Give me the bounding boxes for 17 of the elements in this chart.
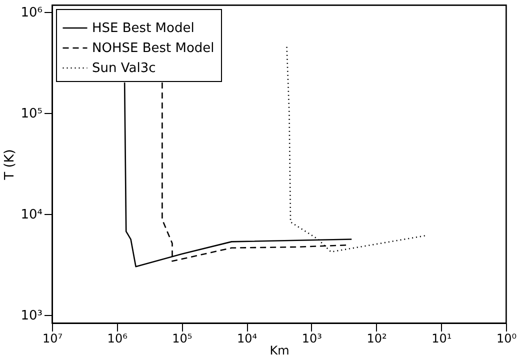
x-tick-label: 10⁴ [237, 332, 258, 346]
x-tick-label: 10⁰ [496, 332, 517, 346]
x-tick-label: 10³ [302, 332, 322, 346]
legend-label: HSE Best Model [92, 21, 194, 36]
x-tick-label: 10⁵ [172, 332, 192, 346]
y-tick-label: 10⁴ [20, 207, 42, 222]
y-tick-label: 10³ [20, 308, 42, 324]
y-tick-label: 10⁶ [20, 5, 42, 20]
x-tick-label: 10⁷ [42, 332, 63, 346]
y-axis-title: T (K) [2, 149, 18, 181]
legend-label: Sun Val3c [92, 61, 156, 76]
x-axis-title: Km [270, 344, 290, 358]
x-tick-label: 10² [366, 332, 388, 346]
x-tick-label: 10⁶ [107, 332, 128, 346]
legend-label: NOHSE Best Model [92, 41, 214, 56]
x-tick-label: 10¹ [432, 332, 452, 346]
y-tick-label: 10⁵ [20, 106, 42, 122]
